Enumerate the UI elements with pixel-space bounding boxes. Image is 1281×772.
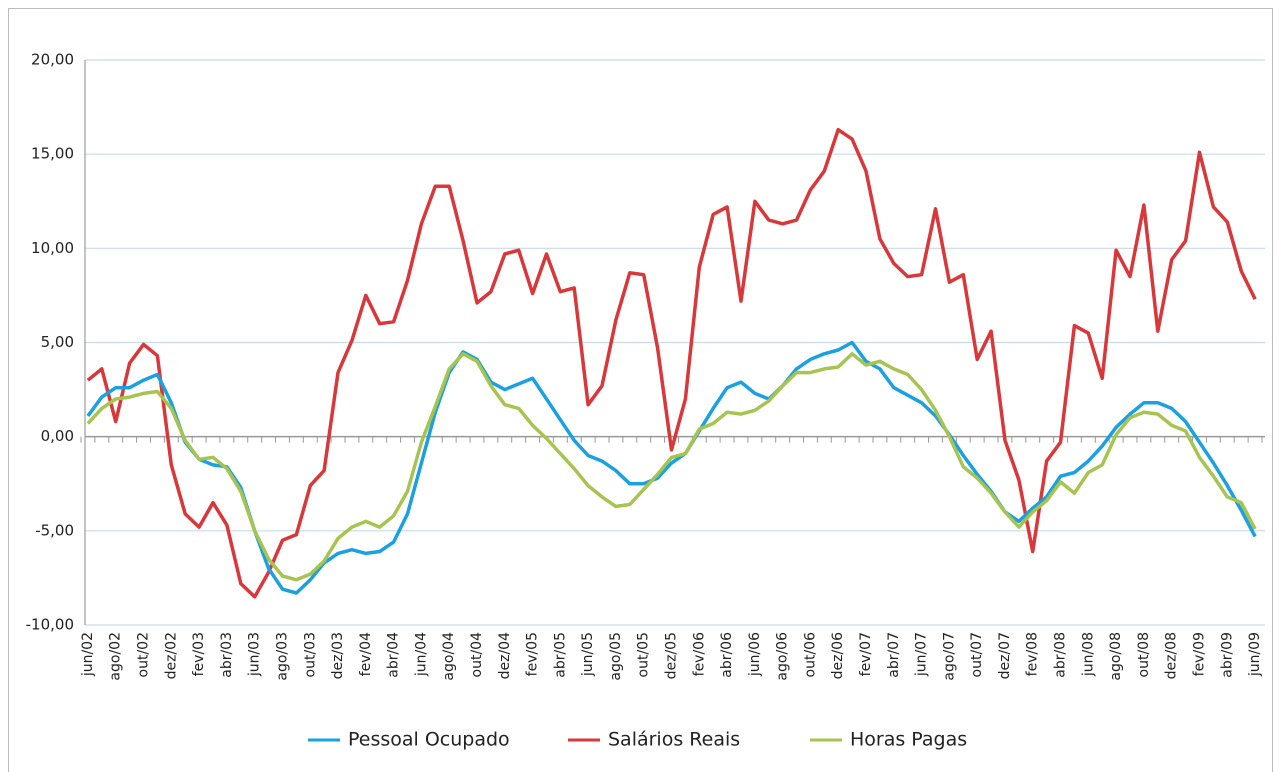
x-tick-label: jun/06 (747, 632, 763, 677)
x-tick-label: fev/03 (191, 632, 207, 676)
x-tick-label: out/03 (302, 632, 318, 677)
x-tick-label: out/02 (136, 632, 152, 677)
x-tick-label: abr/08 (1053, 632, 1069, 678)
x-tick-label: out/07 (969, 632, 985, 677)
y-tick-label: 0,00 (41, 427, 74, 445)
x-tick-label: fev/06 (691, 632, 707, 676)
x-tick-label: dez/07 (997, 632, 1013, 679)
y-tick-label: -5,00 (35, 521, 74, 539)
x-tick-label: dez/05 (664, 632, 680, 679)
x-tick-label: jun/05 (580, 632, 596, 677)
x-tick-label: abr/06 (719, 632, 735, 678)
y-tick-label: 5,00 (41, 333, 74, 351)
x-tick-label: ago/06 (775, 632, 791, 681)
x-tick-label: out/04 (469, 632, 485, 678)
x-tick-label: dez/06 (830, 632, 846, 679)
x-tick-label: jun/08 (1080, 632, 1096, 677)
x-tick-label: abr/09 (1219, 632, 1235, 678)
x-tick-label: dez/04 (497, 632, 513, 679)
x-tick-label: dez/03 (330, 632, 346, 679)
chart-border (8, 8, 1273, 772)
x-tick-label: jun/03 (247, 632, 263, 677)
x-tick-label: abr/07 (886, 632, 902, 678)
y-tick-label: -10,00 (26, 616, 74, 634)
series-line (86, 352, 1257, 582)
legend-label: Horas Pagas (850, 729, 967, 751)
x-tick-label: abr/04 (386, 632, 402, 678)
y-tick-label: 10,00 (31, 239, 74, 257)
x-tick-label: ago/02 (108, 632, 124, 681)
x-tick-label: abr/05 (552, 632, 568, 678)
x-tick-label: ago/05 (608, 632, 624, 681)
x-tick-label: jun/09 (1247, 632, 1263, 677)
x-tick-label: ago/03 (274, 632, 290, 681)
x-tick-label: out/08 (1136, 632, 1152, 677)
x-tick-label: ago/04 (441, 632, 457, 681)
y-tick-label: 20,00 (31, 51, 74, 69)
x-tick-label: fev/07 (858, 632, 874, 676)
x-tick-label: jun/07 (914, 632, 930, 677)
x-tick-label: fev/05 (525, 632, 541, 676)
x-tick-label: abr/03 (219, 632, 235, 678)
y-tick-label: 15,00 (31, 145, 74, 163)
x-tick-label: out/05 (636, 632, 652, 677)
legend-label: Salários Reais (608, 729, 740, 751)
x-tick-label: ago/07 (941, 632, 957, 681)
x-tick-label: fev/09 (1191, 632, 1207, 676)
legend-label: Pessoal Ocupado (348, 729, 510, 751)
series-line (86, 340, 1257, 595)
x-tick-label: dez/02 (163, 632, 179, 679)
x-tick-label: dez/08 (1164, 632, 1180, 679)
series-line (86, 127, 1257, 599)
x-tick-label: jun/02 (80, 632, 96, 677)
x-tick-label: out/06 (802, 632, 818, 678)
x-tick-label: ago/08 (1108, 632, 1124, 681)
x-tick-label: fev/08 (1025, 632, 1041, 676)
x-tick-label: fev/04 (358, 632, 374, 676)
x-tick-label: jun/04 (413, 632, 429, 677)
